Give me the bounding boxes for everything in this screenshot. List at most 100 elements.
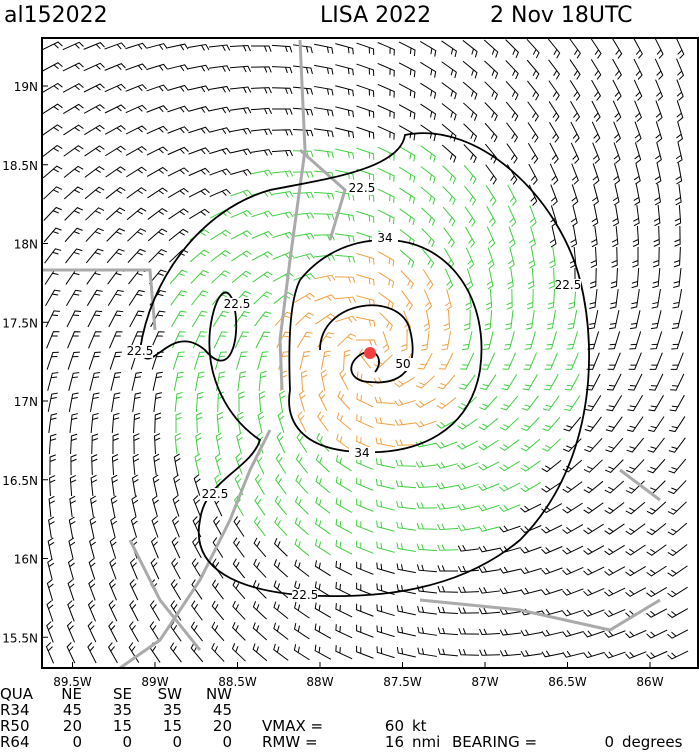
wind-barb [106, 228, 126, 242]
wind-barb [499, 460, 520, 472]
wind-barb [626, 459, 645, 474]
table-cell: 0 [222, 733, 232, 751]
wind-barb [318, 390, 328, 412]
wind-barb [339, 369, 349, 391]
wind-barb [499, 439, 520, 452]
wind-barb [46, 621, 54, 643]
wind-barb [44, 268, 61, 285]
wind-barb [613, 163, 621, 185]
wind-barb [110, 495, 118, 517]
wind-barb [356, 168, 375, 181]
wind-barb [507, 247, 515, 269]
contour-label: 22.5 [555, 278, 582, 292]
bearing-value: 0 [604, 733, 614, 751]
wind-barb [376, 604, 395, 617]
wind-barb [421, 248, 435, 269]
wind-barb [251, 230, 273, 239]
wind-barb [335, 233, 355, 243]
wind-barb [45, 289, 61, 307]
wind-barb [462, 331, 473, 351]
wind-barb [376, 520, 395, 532]
wind-barb [541, 524, 563, 534]
wind-barb [398, 41, 416, 57]
wind-barb [549, 163, 559, 185]
wind-barb [65, 248, 83, 264]
wind-barb [356, 477, 374, 491]
wind-barb [230, 189, 252, 197]
wind-barb [68, 516, 76, 538]
wind-barb [343, 349, 351, 371]
wind-barb [420, 166, 436, 184]
wind-barb [507, 205, 517, 227]
wind-barb [458, 607, 480, 614]
wind-barb [294, 292, 315, 304]
wind-barb [588, 310, 599, 330]
wind-barb [526, 288, 534, 310]
wind-barb [548, 101, 560, 122]
wind-barb [437, 565, 459, 572]
wind-barb [83, 62, 105, 72]
wind-barb [611, 38, 623, 59]
wind-barb [499, 417, 519, 431]
contours [139, 132, 590, 598]
wind-barb [189, 249, 210, 263]
lon-label: 89W [141, 675, 168, 689]
wind-barb [107, 642, 118, 664]
wind-barb [147, 228, 168, 242]
wind-barb [167, 43, 189, 51]
wind-barb [90, 474, 98, 497]
wind-barb [436, 397, 457, 410]
wind-barb [654, 37, 664, 59]
wind-barb [190, 269, 209, 284]
wind-barb [633, 184, 641, 206]
wind-barb [398, 62, 416, 78]
table-cell: 35 [163, 701, 182, 719]
wind-barb [396, 563, 416, 574]
table-header: QUA [0, 685, 34, 703]
wind-barb [111, 412, 120, 434]
wind-barb [272, 191, 294, 198]
wind-barb [520, 481, 542, 493]
wind-barb [400, 270, 414, 290]
wind-barb [66, 642, 76, 664]
wind-barb [499, 482, 521, 492]
wind-barb [272, 231, 294, 239]
wind-barb [655, 79, 664, 101]
wind-barb [63, 124, 84, 136]
wind-barb [301, 370, 308, 392]
wind-barb [105, 166, 126, 178]
wind-barb [527, 101, 539, 122]
contour-label-bg [202, 488, 228, 501]
wind-barb [520, 587, 542, 595]
wind-barb [151, 516, 159, 538]
wind-barb [436, 441, 458, 449]
lon-label: 88W [306, 675, 333, 689]
wind-barb [520, 438, 541, 452]
wind-barb [356, 252, 375, 265]
wind-barb [63, 103, 84, 115]
wind-barb [314, 644, 332, 660]
wind-barb [167, 187, 189, 198]
wind-barb [232, 621, 246, 641]
wind-barb [562, 588, 584, 596]
wind-barb [41, 41, 63, 51]
wind-barb [457, 524, 479, 532]
wind-barb [125, 84, 147, 92]
wind-barb [563, 416, 582, 432]
wind-barb [356, 316, 376, 327]
wind-barb [356, 105, 375, 118]
contour-label-bg [292, 589, 318, 602]
wind-barb [415, 461, 437, 468]
wind-barb [233, 516, 245, 537]
wind-barb [564, 395, 581, 412]
wind-barb [441, 40, 457, 58]
wind-barb [542, 416, 561, 432]
lat-label: 17.5N [2, 316, 38, 330]
wind-barb [675, 163, 683, 185]
wind-barb [88, 331, 102, 349]
table-cell: 45 [213, 701, 232, 719]
wind-barb [189, 208, 210, 220]
wind-barb [105, 145, 126, 157]
wind-barb [133, 433, 140, 455]
wind-barb [209, 65, 231, 72]
